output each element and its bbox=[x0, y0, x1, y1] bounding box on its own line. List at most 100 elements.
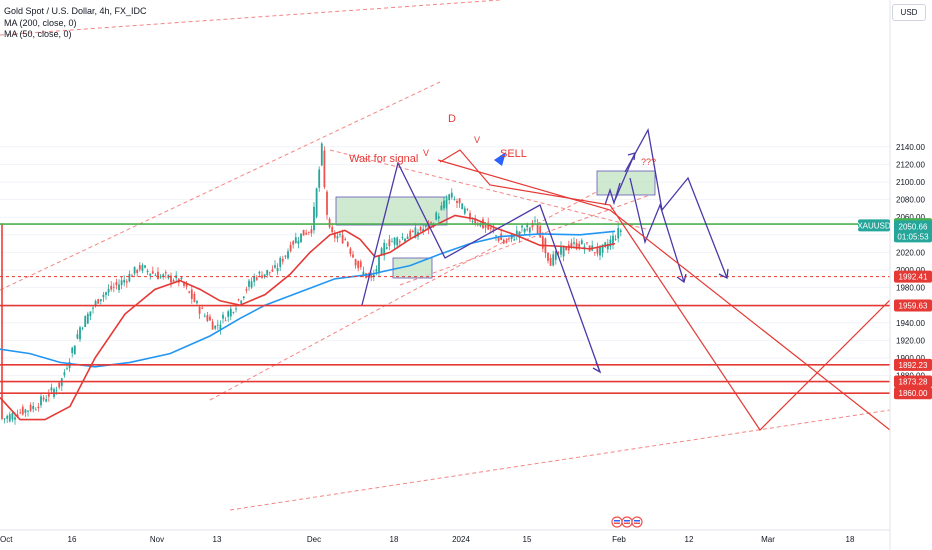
candle-body bbox=[586, 242, 588, 244]
level-price-tag bbox=[894, 387, 932, 400]
candle-body bbox=[320, 143, 323, 166]
level-price-tag bbox=[894, 270, 932, 283]
candle-body bbox=[362, 271, 365, 275]
candle-body bbox=[333, 233, 336, 238]
candle-body bbox=[573, 242, 575, 244]
candle-body bbox=[8, 414, 11, 422]
candle-body bbox=[411, 230, 414, 232]
candle-body bbox=[172, 280, 175, 282]
candle-body bbox=[297, 240, 300, 244]
flag-icon bbox=[634, 522, 640, 524]
candle-body bbox=[102, 294, 105, 298]
candle-body bbox=[45, 399, 48, 402]
candle-body bbox=[237, 299, 240, 300]
chart-grid bbox=[0, 146, 890, 377]
candle-body bbox=[292, 241, 295, 245]
time-tick-label: 2024 bbox=[452, 535, 470, 544]
candle-body bbox=[47, 393, 50, 397]
candle-body bbox=[305, 232, 308, 235]
candle-body bbox=[352, 254, 354, 258]
candle-body bbox=[495, 235, 497, 237]
time-axis[interactable]: Oct 16 Nov 13 Dec 18 2024 15 Feb 12 Mar 18 bbox=[0, 516, 890, 544]
candle-body bbox=[570, 242, 573, 248]
candle-body bbox=[27, 410, 29, 412]
candle-body bbox=[599, 247, 601, 256]
candle-body bbox=[190, 289, 193, 299]
candle-body bbox=[274, 265, 276, 268]
time-tick-label: 15 bbox=[523, 535, 532, 544]
symbol-title[interactable]: Gold Spot / U.S. Dollar, 4h, FX_IDC bbox=[4, 6, 147, 16]
candle-body bbox=[370, 273, 373, 278]
price-zone bbox=[335, 196, 448, 226]
candle-body bbox=[349, 248, 352, 255]
time-tick-label: 18 bbox=[390, 535, 399, 544]
candle-body bbox=[157, 271, 159, 280]
level-price-label: 1873.28 bbox=[899, 378, 928, 387]
candle-body bbox=[523, 228, 526, 233]
ma200-legend[interactable]: MA (200, close, 0) bbox=[4, 17, 77, 28]
candle-body bbox=[240, 300, 243, 304]
candle-body bbox=[593, 252, 596, 253]
candle-body bbox=[21, 406, 24, 415]
level-price-tag bbox=[894, 358, 932, 371]
candle-body bbox=[300, 233, 302, 243]
candle-body bbox=[565, 246, 568, 251]
candle-body bbox=[596, 246, 599, 254]
candle-body bbox=[560, 246, 562, 255]
time-tick-label: 12 bbox=[685, 535, 694, 544]
candle-body bbox=[99, 299, 102, 302]
projection-arrowhead bbox=[676, 273, 687, 284]
candle-body bbox=[437, 216, 440, 219]
price-axis[interactable]: 1880.001900.001920.001940.001960.001980.… bbox=[857, 0, 932, 550]
candle-body bbox=[315, 188, 318, 217]
candle-body bbox=[383, 242, 386, 256]
candle-body bbox=[453, 198, 456, 200]
projection-path bbox=[361, 161, 601, 373]
currency-button[interactable]: USD bbox=[892, 4, 926, 21]
candle-body bbox=[508, 237, 510, 239]
time-tick-label: 13 bbox=[213, 535, 222, 544]
ma50-legend[interactable]: MA (50, close, 0) bbox=[4, 29, 72, 39]
candle-body bbox=[328, 218, 331, 228]
candle-body bbox=[409, 230, 412, 238]
candle-body bbox=[318, 169, 321, 188]
candle-body bbox=[515, 230, 518, 236]
candle-body bbox=[209, 316, 211, 321]
candle-body bbox=[580, 240, 583, 245]
candle-body bbox=[214, 325, 217, 329]
level-price-tag bbox=[894, 375, 932, 388]
candle-body bbox=[227, 311, 230, 317]
candle-body bbox=[138, 265, 141, 270]
level-price-label: 1959.63 bbox=[899, 302, 928, 311]
annotation-label: SELL bbox=[500, 148, 527, 160]
candle-body bbox=[302, 229, 305, 236]
candle-body bbox=[14, 417, 16, 420]
candle-body bbox=[276, 268, 279, 272]
candle-body bbox=[427, 223, 430, 230]
candle-body bbox=[536, 224, 539, 234]
candle-body bbox=[242, 296, 245, 299]
candle-body bbox=[606, 243, 609, 250]
candle-body bbox=[120, 280, 123, 286]
flag-icon bbox=[631, 516, 643, 528]
candle-body bbox=[474, 218, 477, 224]
projection-path bbox=[439, 149, 891, 431]
price-tick-label: 2120.00 bbox=[896, 160, 925, 169]
candle-body bbox=[63, 372, 66, 376]
candle-body bbox=[79, 327, 81, 340]
candle-body bbox=[1, 223, 3, 419]
candle-body bbox=[112, 286, 115, 288]
price-tick-label: 2060.00 bbox=[896, 213, 925, 222]
price-tick-label: 2080.00 bbox=[896, 196, 925, 205]
candle-body bbox=[419, 226, 422, 231]
candle-body bbox=[435, 212, 438, 220]
candle-body bbox=[89, 311, 92, 317]
projection-arrowhead bbox=[718, 268, 729, 279]
projection-path bbox=[604, 182, 621, 206]
candle-body bbox=[261, 275, 263, 279]
candle-body bbox=[258, 271, 261, 274]
candle-body bbox=[294, 237, 297, 244]
candle-body bbox=[185, 283, 188, 287]
candle-body bbox=[601, 244, 604, 253]
